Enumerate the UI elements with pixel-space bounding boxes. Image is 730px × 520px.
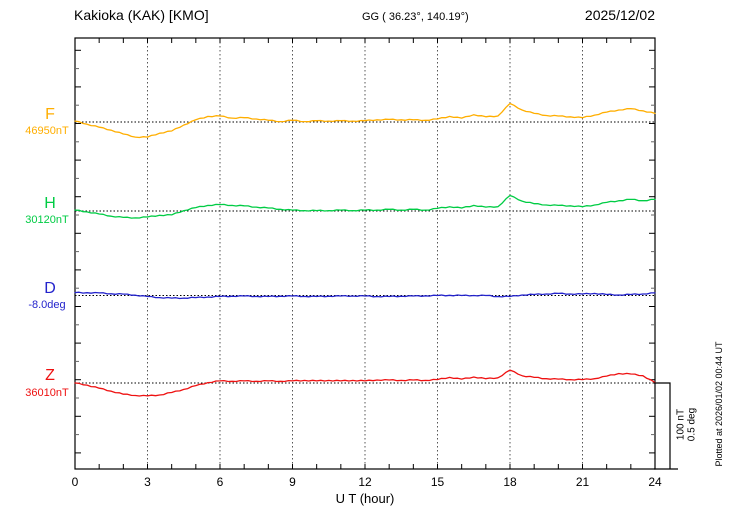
scalebar-nt-label: 100 nT bbox=[675, 408, 687, 441]
series-label-Z: Z bbox=[45, 367, 55, 384]
x-tick-label-6: 6 bbox=[216, 475, 224, 489]
trace-D bbox=[74, 291, 656, 300]
x-tick-label-18: 18 bbox=[503, 475, 517, 489]
x-tick-label-9: 9 bbox=[289, 475, 296, 489]
x-tick-label-12: 12 bbox=[358, 475, 372, 489]
x-axis-label: U T (hour) bbox=[335, 491, 395, 506]
series-label-F: F bbox=[45, 106, 55, 123]
series-baseline-D: -8.0deg bbox=[28, 299, 66, 311]
x-tick-label-3: 3 bbox=[144, 475, 151, 489]
series-baseline-H: 30120nT bbox=[25, 214, 69, 226]
series-label-H: H bbox=[44, 195, 56, 212]
plotted-timestamp: Plotted at 2026/01/02 00:44 UT bbox=[714, 341, 724, 467]
x-tick-label-15: 15 bbox=[430, 475, 445, 489]
series-label-D: D bbox=[44, 280, 56, 297]
series-baseline-Z: 36010nT bbox=[25, 387, 69, 399]
scale-bar bbox=[654, 382, 678, 470]
series-baseline-F: 46950nT bbox=[25, 125, 69, 137]
trace-F bbox=[74, 102, 656, 139]
x-tick-label-21: 21 bbox=[575, 475, 590, 489]
x-tick-label-0: 0 bbox=[71, 475, 79, 489]
scalebar-deg-label: 0.5 deg bbox=[686, 407, 698, 442]
trace-H bbox=[74, 194, 656, 219]
geographic-coordinates: GG ( 36.23°, 140.19°) bbox=[362, 11, 469, 23]
station-title: Kakioka (KAK) [KMO] bbox=[74, 7, 209, 23]
plot-date: 2025/12/02 bbox=[584, 7, 655, 23]
x-tick-label-24: 24 bbox=[648, 475, 662, 489]
trace-Z bbox=[74, 369, 656, 397]
